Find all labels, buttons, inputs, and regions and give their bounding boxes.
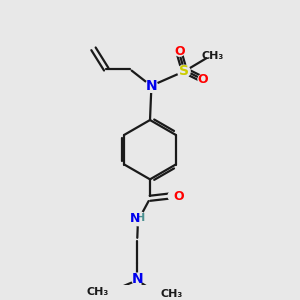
Text: O: O bbox=[198, 73, 208, 86]
Text: CH₃: CH₃ bbox=[87, 287, 109, 297]
Circle shape bbox=[145, 80, 158, 92]
Text: H: H bbox=[136, 213, 146, 223]
Text: N: N bbox=[131, 272, 143, 286]
Circle shape bbox=[198, 74, 208, 84]
Text: N: N bbox=[130, 212, 140, 225]
Text: S: S bbox=[179, 64, 189, 78]
Text: O: O bbox=[173, 190, 184, 202]
Text: O: O bbox=[174, 45, 185, 58]
Circle shape bbox=[132, 273, 143, 284]
Text: CH₃: CH₃ bbox=[201, 51, 223, 61]
Circle shape bbox=[168, 191, 178, 201]
Text: N: N bbox=[146, 79, 157, 93]
Circle shape bbox=[175, 46, 185, 56]
Circle shape bbox=[132, 212, 146, 226]
Circle shape bbox=[178, 65, 190, 78]
Text: CH₃: CH₃ bbox=[161, 289, 183, 299]
